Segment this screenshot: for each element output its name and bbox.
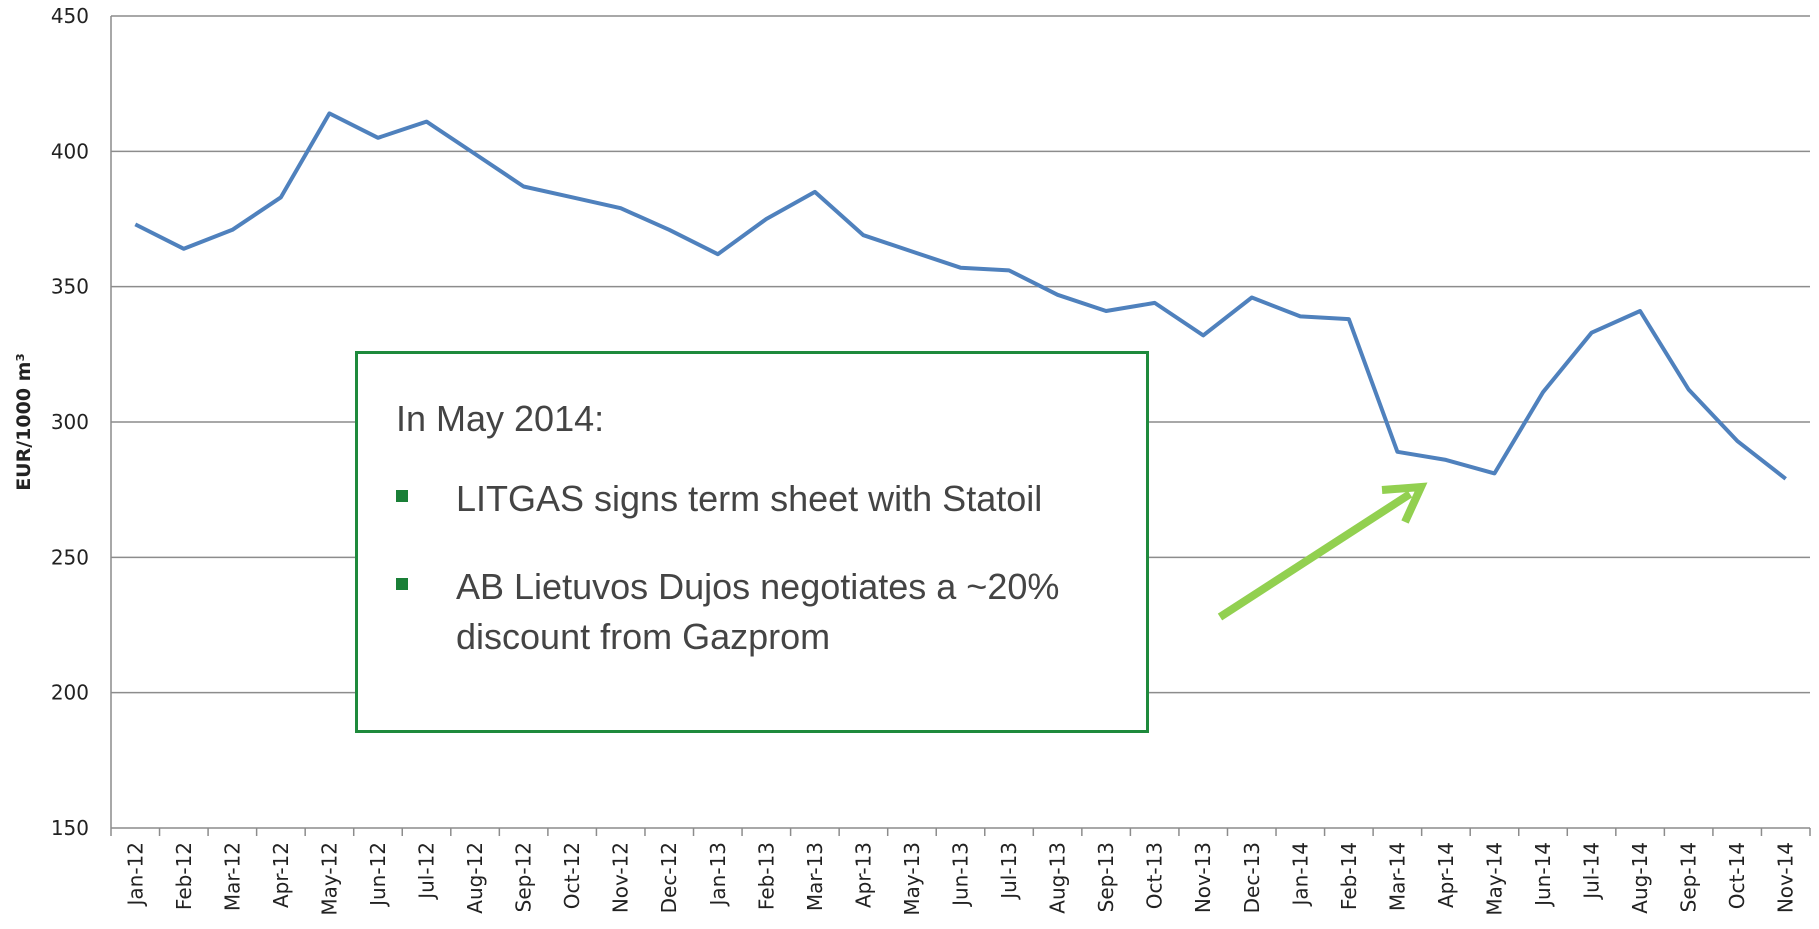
y-tick-label: 250 <box>51 545 89 569</box>
annotation-list: LITGAS signs term sheet with Statoil AB … <box>396 474 1076 700</box>
x-tick-label: Mar-12 <box>220 842 244 911</box>
x-tick-label: Sep-13 <box>1094 842 1118 912</box>
x-tick-label: Jun-13 <box>949 842 973 908</box>
y-tick-label: 200 <box>51 681 89 705</box>
x-tick-label: Jun-14 <box>1531 842 1555 908</box>
annotation-box: In May 2014: LITGAS signs term sheet wit… <box>355 351 1149 733</box>
x-tick-label: Mar-14 <box>1385 842 1409 911</box>
x-tick-label: Sep-14 <box>1677 842 1701 912</box>
annotation-bullet: LITGAS signs term sheet with Statoil <box>396 474 1076 524</box>
x-tick-label: Apr-14 <box>1434 842 1458 908</box>
x-tick-label: Jul-14 <box>1580 842 1604 901</box>
x-tick-label: Aug-13 <box>1046 842 1070 914</box>
x-tick-label: Dec-12 <box>657 842 681 913</box>
y-tick-label: 450 <box>51 4 89 28</box>
x-tick-label: Jul-13 <box>997 842 1021 901</box>
x-tick-label: Apr-13 <box>851 842 875 908</box>
x-tick-label: Jan-13 <box>706 842 730 908</box>
y-tick-label: 350 <box>51 275 89 299</box>
x-tick-label: Feb-13 <box>754 842 778 910</box>
x-tick-label: Feb-12 <box>172 842 196 910</box>
x-tick-label: Oct-12 <box>560 842 584 909</box>
annotation-bullet: AB Lietuvos Dujos negotiates a ~20% disc… <box>396 562 1076 662</box>
y-axis-label: EUR/1000 m³ <box>13 353 35 491</box>
x-tick-label: Jan-12 <box>123 842 147 908</box>
x-tick-label: Sep-12 <box>512 842 536 912</box>
x-tick-label: Aug-14 <box>1628 842 1652 914</box>
x-tick-label: May-12 <box>317 842 341 916</box>
x-tick-label: Apr-12 <box>269 842 293 908</box>
y-tick-label: 300 <box>51 410 89 434</box>
x-tick-label: Nov-13 <box>1191 842 1215 913</box>
x-tick-label: Jul-12 <box>415 842 439 901</box>
x-tick-label: Jun-12 <box>366 842 390 908</box>
x-tick-label: Jan-14 <box>1288 842 1312 908</box>
x-tick-label: Oct-13 <box>1143 842 1167 909</box>
x-tick-label: May-14 <box>1482 842 1506 916</box>
x-tick-label: Nov-14 <box>1774 842 1798 913</box>
y-tick-label: 400 <box>51 139 89 163</box>
x-tick-label: Aug-12 <box>463 842 487 914</box>
x-tick-label: Feb-14 <box>1337 842 1361 910</box>
x-tick-label: Nov-12 <box>609 842 633 913</box>
annotation-title: In May 2014: <box>396 398 605 439</box>
x-tick-label: Oct-14 <box>1725 842 1749 909</box>
x-tick-label: Mar-13 <box>803 842 827 911</box>
data-line <box>134 111 1787 481</box>
y-tick-label: 150 <box>51 816 89 840</box>
x-tick-label: Dec-13 <box>1240 842 1264 913</box>
x-tick-label: May-13 <box>900 842 924 916</box>
